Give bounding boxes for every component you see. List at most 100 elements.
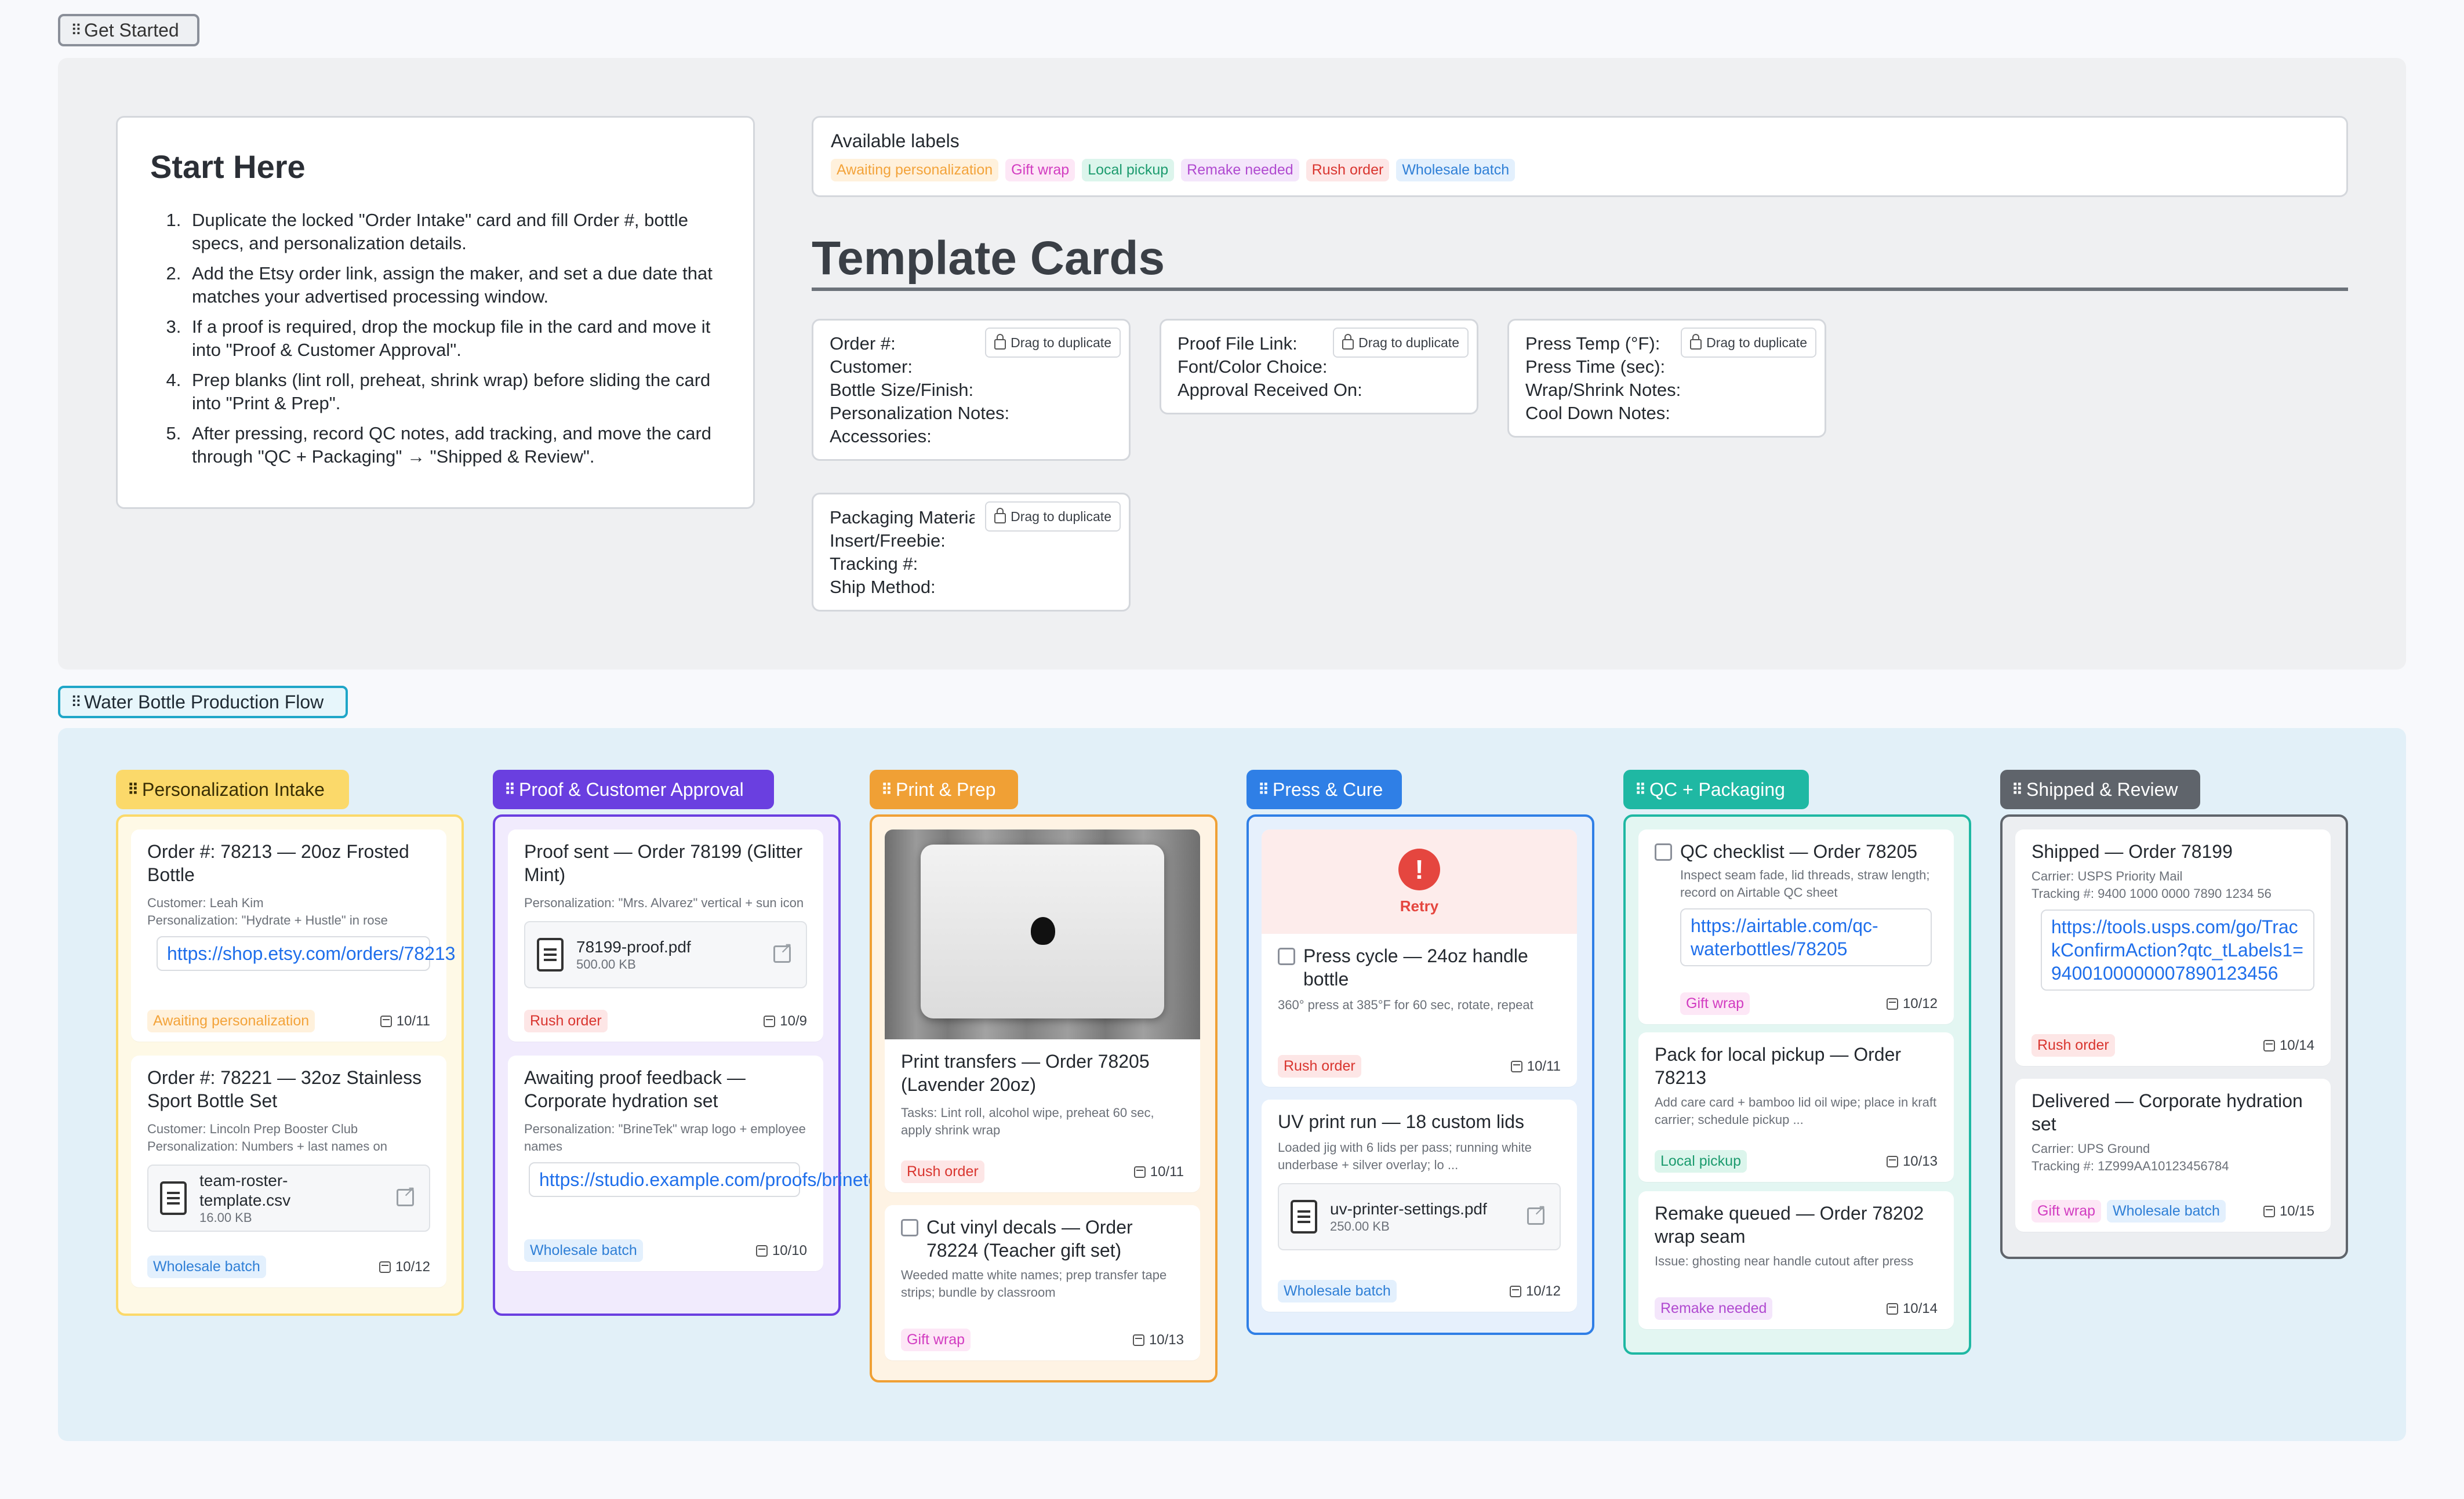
- apple-logo-icon: [1031, 917, 1055, 945]
- template-card-proof[interactable]: Drag to duplicate Proof File Link: Font/…: [1160, 319, 1478, 414]
- retry-button[interactable]: Retry: [1400, 897, 1439, 915]
- open-external-icon[interactable]: [773, 939, 793, 963]
- label-chip[interactable]: Awaiting personalization: [831, 159, 999, 181]
- card-label[interactable]: Rush order: [901, 1160, 984, 1183]
- column-header-shipped-review[interactable]: ⠿ Shipped & Review: [2000, 770, 2200, 809]
- due-date[interactable]: 10/12: [379, 1259, 430, 1275]
- card-label[interactable]: Gift wrap: [1680, 992, 1750, 1015]
- start-here-card[interactable]: Start Here Duplicate the locked "Order I…: [116, 116, 755, 509]
- card-link[interactable]: https://shop.etsy.com/orders/78213: [157, 936, 455, 971]
- template-card-order-intake[interactable]: Drag to duplicate Order #: Customer: Bot…: [812, 319, 1131, 461]
- task-card[interactable]: Awaiting proof feedback — Corporate hydr…: [508, 1056, 888, 1271]
- due-date[interactable]: 10/9: [764, 1013, 807, 1029]
- due-date[interactable]: 10/14: [1886, 1301, 1938, 1317]
- drag-handle-icon[interactable]: ⠿: [1635, 780, 1646, 798]
- card-label[interactable]: Gift wrap: [2031, 1200, 2102, 1223]
- drag-handle-icon[interactable]: ⠿: [1258, 780, 1269, 798]
- task-card[interactable]: Proof sent — Order 78199 (Glitter Mint) …: [508, 829, 823, 1042]
- due-date[interactable]: 10/11: [380, 1013, 430, 1029]
- due-date[interactable]: 10/10: [755, 1242, 807, 1259]
- file-attachment[interactable]: uv-printer-settings.pdf 250.00 KB: [1278, 1183, 1561, 1250]
- task-card[interactable]: Shipped — Order 78199 Carrier: USPS Prio…: [2015, 829, 2331, 1066]
- file-icon: [160, 1181, 187, 1215]
- task-card[interactable]: Cut vinyl decals — Order 78224 (Teacher …: [885, 1205, 1200, 1360]
- frame-label-get-started[interactable]: ⠿ Get Started: [58, 14, 199, 46]
- template-field: Approval Received On:: [1178, 380, 1362, 400]
- open-external-icon[interactable]: [1527, 1201, 1546, 1225]
- task-card[interactable]: Print transfers — Order 78205 (Lavender …: [885, 829, 1200, 1192]
- label-chip[interactable]: Rush order: [1306, 159, 1390, 181]
- card-label[interactable]: Awaiting personalization: [147, 1010, 315, 1032]
- card-label[interactable]: Remake needed: [1655, 1297, 1773, 1320]
- due-date[interactable]: 10/14: [2263, 1038, 2314, 1054]
- file-attachment[interactable]: 78199-proof.pdf 500.00 KB: [524, 921, 807, 988]
- card-label[interactable]: Wholesale batch: [1278, 1280, 1397, 1302]
- card-label[interactable]: Local pickup: [1655, 1150, 1747, 1173]
- column-header-press-cure[interactable]: ⠿ Press & Cure: [1246, 770, 1402, 809]
- due-date[interactable]: 10/11: [1133, 1163, 1184, 1180]
- label-chip[interactable]: Remake needed: [1181, 159, 1299, 181]
- due-date-text: 10/10: [772, 1242, 807, 1258]
- available-labels-panel: Available labels Awaiting personalizatio…: [812, 116, 2348, 197]
- card-label[interactable]: Rush order: [524, 1010, 608, 1032]
- drag-handle-icon[interactable]: ⠿: [128, 780, 139, 798]
- upload-error-banner[interactable]: ! Retry: [1262, 829, 1577, 934]
- card-link[interactable]: https://airtable.com/qc-waterbottles/782…: [1680, 908, 1932, 966]
- task-checkbox[interactable]: [901, 1219, 918, 1236]
- drag-handle-icon[interactable]: ⠿: [71, 693, 82, 711]
- drag-to-duplicate-button[interactable]: Drag to duplicate: [985, 501, 1121, 532]
- drag-to-duplicate-button[interactable]: Drag to duplicate: [985, 328, 1121, 358]
- template-field: Press Temp (°F):: [1525, 333, 1660, 354]
- due-date[interactable]: 10/12: [1509, 1283, 1561, 1300]
- drag-to-duplicate-button[interactable]: Drag to duplicate: [1333, 328, 1469, 358]
- label-chip[interactable]: Wholesale batch: [1396, 159, 1516, 181]
- file-size: 500.00 KB: [576, 957, 636, 972]
- template-card-packaging[interactable]: Drag to duplicate Packaging Materials: I…: [812, 493, 1131, 612]
- task-checkbox[interactable]: [1278, 948, 1295, 965]
- due-date-text: 10/11: [396, 1013, 430, 1029]
- card-label[interactable]: Wholesale batch: [2107, 1200, 2226, 1223]
- open-external-icon[interactable]: [397, 1183, 416, 1206]
- due-date[interactable]: 10/11: [1510, 1058, 1561, 1075]
- card-meta: Inspect seam fade, lid threads, straw le…: [1680, 868, 1930, 900]
- task-card[interactable]: Delivered — Corporate hydration set Carr…: [2015, 1079, 2331, 1232]
- task-card[interactable]: Order #: 78213 — 20oz Frosted Bottle Cus…: [131, 829, 455, 1042]
- task-card[interactable]: QC checklist — Order 78205 Inspect seam …: [1638, 829, 1954, 1024]
- task-card[interactable]: UV print run — 18 custom lids Loaded jig…: [1262, 1100, 1577, 1312]
- drag-handle-icon[interactable]: ⠿: [881, 780, 892, 798]
- column-header-personalization-intake[interactable]: ⠿ Personalization Intake: [116, 770, 349, 809]
- drag-handle-icon[interactable]: ⠿: [504, 780, 515, 798]
- label-chip[interactable]: Gift wrap: [1005, 159, 1075, 181]
- file-attachment[interactable]: team-roster-template.csv 16.00 KB: [147, 1165, 430, 1232]
- task-card[interactable]: Pack for local pickup — Order 78213 Add …: [1638, 1032, 1954, 1182]
- card-meta: Weeded matte white names; prep transfer …: [901, 1268, 1167, 1300]
- card-link[interactable]: https://tools.usps.com/go/TrackConfirmAc…: [2041, 909, 2314, 991]
- task-card[interactable]: Remake queued — Order 78202 wrap seam Is…: [1638, 1191, 1954, 1329]
- card-label[interactable]: Gift wrap: [901, 1329, 971, 1351]
- drag-to-duplicate-button[interactable]: Drag to duplicate: [1681, 328, 1816, 358]
- due-date[interactable]: 10/15: [2263, 1203, 2314, 1220]
- card-label[interactable]: Rush order: [1278, 1055, 1361, 1078]
- frame-label-production-flow[interactable]: ⠿ Water Bottle Production Flow: [58, 686, 348, 718]
- task-card[interactable]: ! Retry Press cycle — 24oz handle bottle…: [1262, 829, 1577, 1087]
- due-date[interactable]: 10/13: [1132, 1332, 1184, 1348]
- column-header-print-prep[interactable]: ⠿ Print & Prep: [870, 770, 1018, 809]
- column-header-qc-packaging[interactable]: ⠿ QC + Packaging: [1623, 770, 1809, 809]
- card-label[interactable]: Rush order: [2031, 1034, 2115, 1057]
- due-date-text: 10/11: [1150, 1163, 1184, 1180]
- drag-handle-icon[interactable]: ⠿: [71, 21, 82, 39]
- due-date[interactable]: 10/13: [1886, 1154, 1938, 1170]
- card-link[interactable]: https://studio.example.com/proofs/brinet…: [529, 1162, 888, 1197]
- due-date[interactable]: 10/12: [1886, 996, 1938, 1012]
- calendar-icon: [1886, 1302, 1898, 1315]
- card-label[interactable]: Wholesale batch: [524, 1239, 643, 1262]
- card-cover-image[interactable]: [885, 829, 1200, 1039]
- task-checkbox[interactable]: [1655, 843, 1672, 861]
- template-field: Customer:: [830, 356, 913, 377]
- task-card[interactable]: Order #: 78221 — 32oz Stainless Sport Bo…: [131, 1056, 446, 1287]
- template-card-press[interactable]: Drag to duplicate Press Temp (°F): Press…: [1507, 319, 1826, 438]
- label-chip[interactable]: Local pickup: [1082, 159, 1175, 181]
- card-label[interactable]: Wholesale batch: [147, 1256, 266, 1278]
- column-header-proof-approval[interactable]: ⠿ Proof & Customer Approval: [493, 770, 774, 809]
- drag-handle-icon[interactable]: ⠿: [2012, 780, 2023, 798]
